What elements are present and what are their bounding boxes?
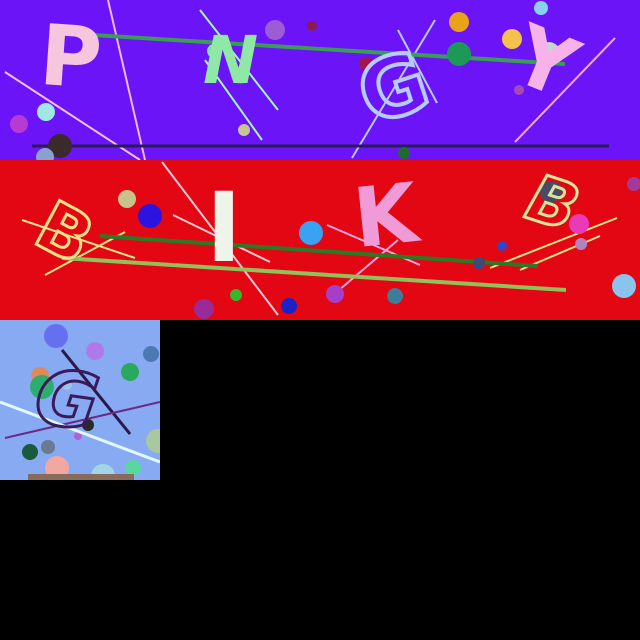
noise-dot [30,375,54,399]
noise-line [99,234,539,268]
noise-line [107,0,146,160]
noise-dot [534,1,548,15]
noise-dot [473,257,485,269]
noise-dot [238,124,250,136]
captcha-glyph: K [349,165,423,268]
noise-dot [540,181,562,203]
noise-dot [37,103,55,121]
noise-dot [118,190,136,208]
captcha-glyph: N [203,22,259,99]
noise-bar [28,474,134,480]
noise-dot [326,285,344,303]
noise-line [60,349,132,435]
captcha-panel-1: P N G Y [0,0,640,160]
noise-dot [121,363,139,381]
panel-1-drawing [0,0,640,160]
noise-dot [307,21,317,31]
noise-dot [143,346,159,362]
noise-dot [265,20,285,40]
noise-dot [41,440,55,454]
noise-line [199,9,279,111]
noise-dot [74,432,82,440]
noise-dot [48,134,72,158]
noise-dot [627,177,640,191]
noise-line [351,19,436,159]
noise-line [397,29,438,104]
noise-line [44,231,126,276]
noise-line [172,214,271,263]
noise-dot [36,148,54,160]
captcha-glyph: G [29,350,106,450]
noise-dot [514,85,524,95]
noise-dot [447,42,471,66]
noise-dot [359,57,373,71]
noise-dot [138,204,162,228]
noise-dot [207,44,221,58]
noise-dot [502,29,522,49]
noise-dot [125,460,141,476]
panel-3-drawing [0,320,160,480]
noise-dot [612,274,636,298]
noise-line [61,256,567,292]
noise-dot [398,147,410,159]
noise-dot [82,419,94,431]
noise-dot [10,115,28,133]
noise-dot [230,289,242,301]
noise-dot [575,238,587,250]
noise-dot [497,241,507,251]
noise-dot [449,12,469,32]
noise-line [4,401,160,439]
captcha-glyph: I [206,172,242,284]
noise-line [331,239,399,297]
noise-line [514,37,616,143]
noise-dot [44,324,68,348]
noise-line [204,59,263,141]
noise-dot [146,429,160,453]
noise-dot [281,298,297,314]
noise-dot [299,221,323,245]
captcha-panel-3: G [0,320,160,480]
noise-dot [194,299,214,319]
captcha-glyph: P [36,5,105,109]
captcha-panel-2: B I K B [0,160,640,320]
noise-line [21,219,136,259]
panel-2-drawing [0,160,640,320]
noise-line [76,32,566,66]
noise-dot [231,66,249,84]
noise-dot [22,444,38,460]
panel-1-background [0,0,640,160]
noise-line [0,400,160,464]
noise-dot [569,214,589,234]
noise-dot [538,42,560,64]
noise-dot [86,342,104,360]
noise-dot [387,288,403,304]
noise-dot [62,380,72,390]
noise-line [489,217,618,269]
